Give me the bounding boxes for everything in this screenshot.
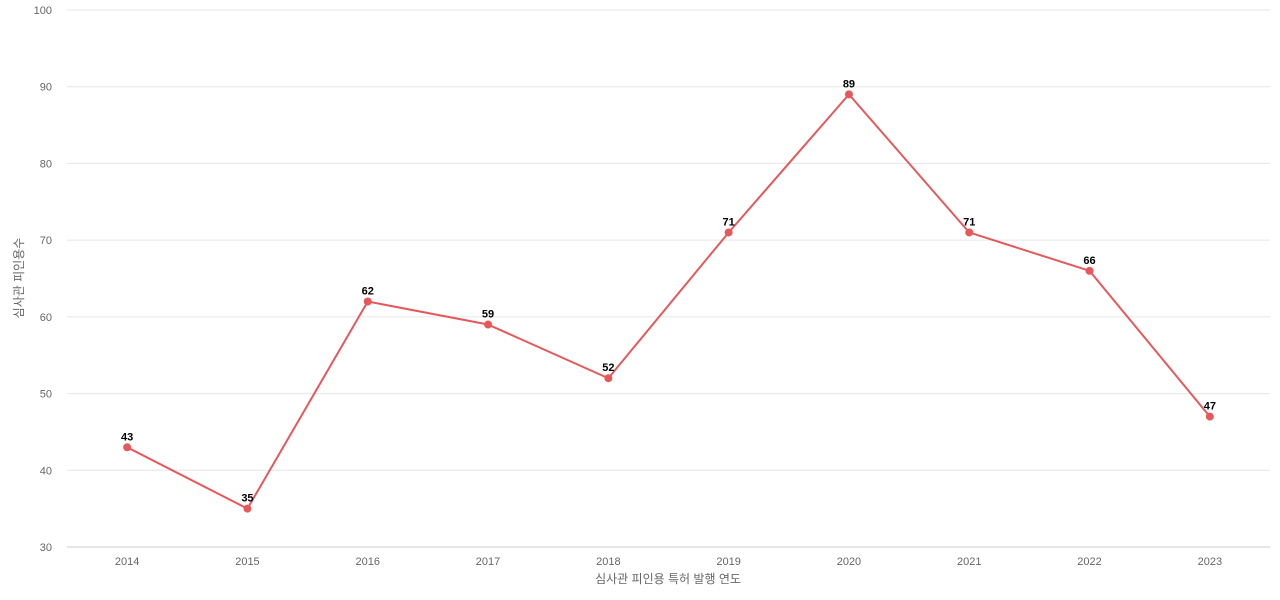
x-axis-title: 심사관 피인용 특허 발행 연도: [595, 571, 741, 586]
x-tick-label-2020: 2020: [837, 556, 861, 568]
x-tick-label-2023: 2023: [1198, 556, 1222, 568]
data-point-2014[interactable]: [123, 443, 132, 452]
data-label-2016: 62: [362, 286, 374, 298]
data-label-layer: 43 35 62 59 52 71 89 71 66 47: [121, 78, 1216, 504]
data-label-2018: 52: [602, 362, 614, 374]
x-tick-label-2021: 2021: [957, 556, 981, 568]
data-label-2015: 35: [241, 493, 253, 505]
y-tick-label-30: 30: [40, 542, 52, 554]
data-label-2022: 66: [1083, 255, 1095, 267]
y-axis-ticks: 30 40 50 60 70 80 90 100: [34, 5, 52, 554]
data-point-2020[interactable]: [844, 90, 853, 99]
x-tick-label-2019: 2019: [716, 556, 740, 568]
data-point-2023[interactable]: [1205, 412, 1214, 421]
data-label-2014: 43: [121, 431, 133, 443]
y-tick-label-40: 40: [40, 465, 52, 477]
data-point-2016[interactable]: [363, 297, 372, 306]
x-tick-label-2022: 2022: [1077, 556, 1101, 568]
data-label-2020: 89: [843, 78, 855, 90]
data-point-2015[interactable]: [243, 504, 252, 513]
x-tick-label-2016: 2016: [356, 556, 380, 568]
data-point-2022[interactable]: [1085, 266, 1094, 275]
data-point-2018[interactable]: [604, 374, 613, 383]
series-line-0: [126, 93, 1211, 510]
y-tick-label-60: 60: [40, 312, 52, 324]
x-tick-label-2015: 2015: [235, 556, 259, 568]
x-axis-ticks: 2014 2015 2016 2017 2018 2019 2020 2021 2022 2023: [115, 556, 1222, 568]
data-point-2021[interactable]: [965, 228, 974, 237]
y-tick-label-90: 90: [40, 82, 52, 94]
x-tick-label-2017: 2017: [476, 556, 500, 568]
data-label-2021: 71: [963, 216, 975, 228]
data-label-2017: 59: [482, 309, 494, 321]
grid-layer: [67, 9, 1270, 548]
data-label-2023: 47: [1204, 401, 1216, 413]
data-point-2019[interactable]: [724, 228, 733, 237]
x-tick-label-2014: 2014: [115, 556, 139, 568]
series-layer: [123, 90, 1214, 513]
y-tick-label-70: 70: [40, 235, 52, 247]
y-axis-title: 심사관 피인용수: [12, 238, 26, 319]
x-tick-label-2018: 2018: [596, 556, 620, 568]
data-label-2019: 71: [723, 216, 735, 228]
y-tick-label-100: 100: [34, 5, 52, 17]
data-point-2017[interactable]: [484, 320, 493, 329]
y-tick-label-50: 50: [40, 389, 52, 401]
y-tick-label-80: 80: [40, 158, 52, 170]
